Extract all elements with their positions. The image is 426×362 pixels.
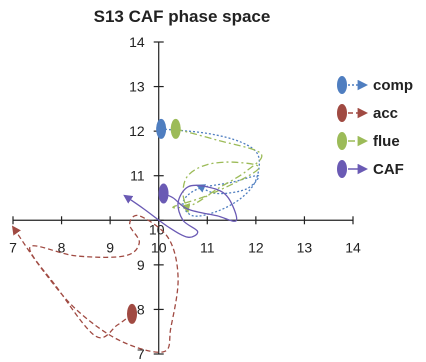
x-tick-label: 8 [58,239,66,255]
series-marker-acc [127,303,137,324]
series-caf [123,183,238,238]
y-tick-label: 14 [129,34,145,50]
legend-label-acc: acc [373,105,398,122]
x-tick-label: 11 [200,239,215,255]
series-flue [170,118,263,214]
x-tick-label: 14 [345,239,361,255]
series-acc [11,214,179,353]
series-line-acc [11,214,179,353]
y-tick-label: 10 [149,221,165,237]
x-axis-ticks: 7 8 9 10 11 12 13 14 [9,216,361,255]
y-tick-label: 8 [137,301,145,317]
y-tick-label: 9 [137,257,145,273]
y-tick-label: 11 [130,168,145,184]
series-marker-flue [170,118,181,139]
y-tick-label: 7 [137,346,145,362]
x-tick-label: 12 [248,239,264,255]
legend: comp acc flue CAF [337,76,413,178]
legend-marker-acc [337,104,347,122]
series-marker-caf [158,183,169,204]
series-layer [11,118,263,353]
legend-item-caf: CAF [337,160,404,178]
legend-label-flue: flue [373,133,400,150]
x-tick-label: 13 [297,239,313,255]
series-line-flue [172,128,263,214]
legend-item-flue: flue [337,132,400,150]
series-marker-comp [156,118,167,139]
chart-title: S13 CAF phase space [94,7,271,26]
x-tick-label: 10 [151,239,167,255]
legend-marker-comp [337,76,347,94]
x-tick-label: 9 [106,239,114,255]
series-line-caf [123,184,238,238]
series-comp [156,118,260,217]
legend-marker-caf [337,160,347,178]
y-tick-label: 12 [129,123,145,139]
legend-item-acc: acc [337,104,398,122]
y-axis-ticks: 7 8 9 10 11 12 13 14 [129,34,165,362]
series-line-comp [161,128,260,217]
legend-label-caf: CAF [373,161,404,178]
legend-label-comp: comp [373,77,413,94]
legend-item-comp: comp [337,76,413,94]
y-tick-label: 13 [129,79,145,95]
x-tick-label: 7 [9,239,17,255]
legend-marker-flue [337,132,347,150]
